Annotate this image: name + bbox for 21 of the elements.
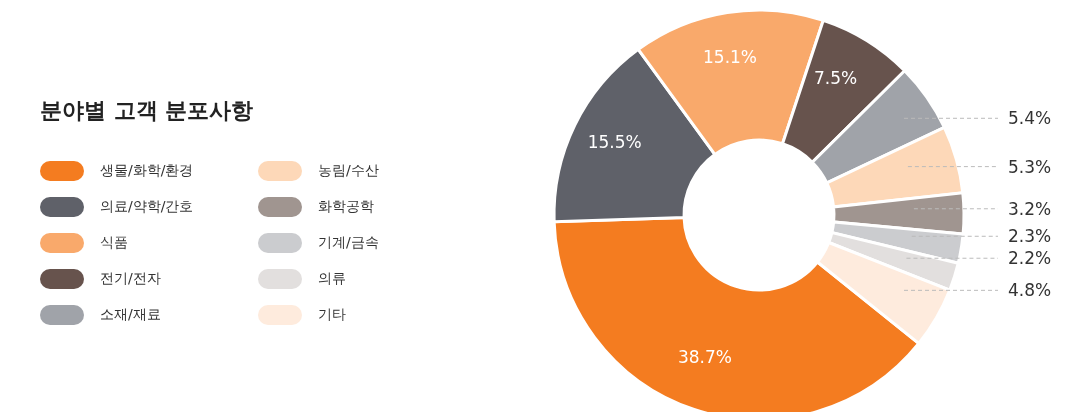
legend-label: 기계/금속: [318, 234, 379, 252]
legend-label: 농림/수산: [318, 162, 379, 180]
data-label: 2.2%: [1008, 248, 1052, 269]
legend-label: 기타: [318, 306, 346, 324]
data-label: 15.5%: [587, 132, 642, 152]
text: 분야별 고객 분포사항: [40, 97, 254, 125]
data-label: 15.1%: [703, 46, 758, 67]
data-label: 3.2%: [1008, 198, 1052, 219]
data-label: 5.3%: [1008, 156, 1052, 177]
data-label: 38.7%: [677, 347, 732, 368]
legend-label: 생물/화학/환경: [100, 162, 194, 180]
legend-label: 의료/약학/간호: [100, 198, 194, 216]
data-label: 5.4%: [1008, 108, 1052, 129]
data-label: 2.3%: [1008, 226, 1052, 247]
legend-label: 의류: [318, 270, 346, 288]
data-label: 7.5%: [814, 68, 858, 89]
legend-label: 식품: [100, 234, 128, 252]
data-label: 4.8%: [1008, 280, 1052, 301]
legend-label: 전기/전자: [100, 270, 161, 288]
legend-label: 화학공학: [318, 198, 374, 216]
legend-label: 소재/재료: [100, 306, 161, 324]
